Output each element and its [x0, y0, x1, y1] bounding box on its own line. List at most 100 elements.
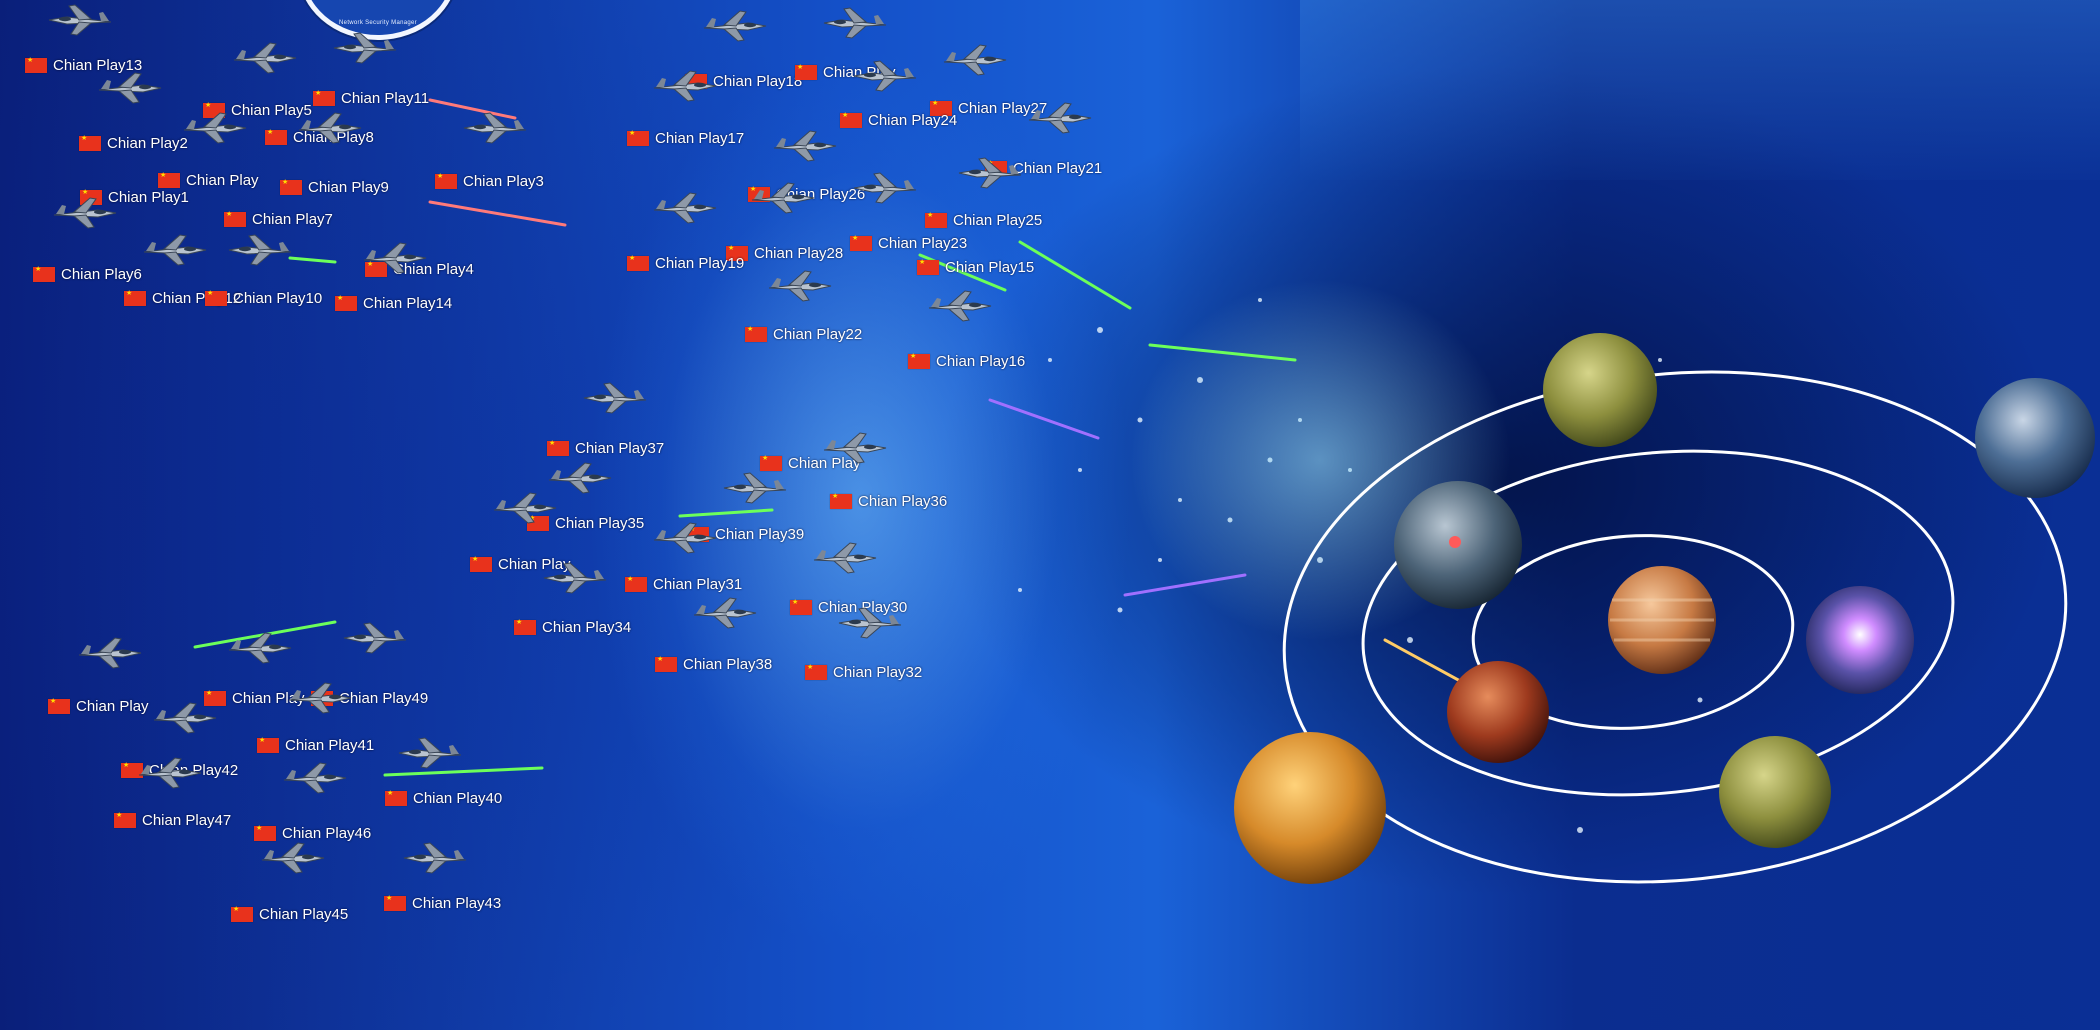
- player-label: Chian Play: [76, 697, 149, 715]
- player-marker[interactable]: Chian Play23: [850, 232, 967, 254]
- fighter-jet-icon: [490, 490, 560, 526]
- player-marker[interactable]: Chian Play25: [925, 209, 1042, 231]
- player-marker[interactable]: Chian Play13: [25, 54, 142, 76]
- player-label: Chian Play45: [259, 905, 349, 923]
- fighter-jet-icon: [650, 190, 720, 226]
- player-marker[interactable]: Chian Play6: [33, 263, 142, 285]
- player-label: Chian Play1: [108, 188, 189, 206]
- player-label: Chian Play4: [393, 260, 474, 278]
- fighter-jet-icon: [460, 110, 530, 146]
- fighter-jet-icon: [295, 110, 365, 146]
- player-marker[interactable]: Chian Play: [158, 169, 259, 191]
- player-marker[interactable]: Chian Play22: [745, 323, 862, 345]
- player-marker[interactable]: Chian Play: [48, 695, 149, 717]
- fighter-jet-icon: [700, 8, 770, 44]
- china-flag-icon: [365, 260, 387, 277]
- player-marker[interactable]: Chian Play34: [514, 616, 631, 638]
- player-marker[interactable]: Chian Play19: [627, 252, 744, 274]
- china-flag-icon: [795, 63, 817, 80]
- player-marker[interactable]: Chian Play31: [625, 573, 742, 595]
- fighter-jet-icon: [810, 540, 880, 576]
- player-marker[interactable]: Chian Play11: [313, 87, 429, 109]
- player-marker[interactable]: Chian Play30: [790, 596, 907, 618]
- player-label: Chian Play11: [341, 89, 430, 107]
- china-flag-icon: [840, 111, 862, 128]
- china-flag-icon: [231, 905, 253, 922]
- player-label: Chian Play30: [818, 598, 908, 616]
- player-marker[interactable]: Chian Play43: [384, 892, 501, 914]
- venus-planet: [1234, 732, 1386, 884]
- player-marker[interactable]: Chian Play3: [435, 170, 544, 192]
- player-marker[interactable]: Chian Play28: [726, 242, 843, 264]
- player-marker[interactable]: Chian Play15: [917, 256, 1034, 278]
- china-flag-icon: [627, 129, 649, 146]
- china-flag-icon: [655, 655, 677, 672]
- china-flag-icon: [33, 265, 55, 282]
- fighter-jet-icon: [770, 128, 840, 164]
- fighter-jet-icon: [360, 240, 430, 276]
- player-marker[interactable]: Chian Play45: [231, 903, 348, 925]
- player-marker[interactable]: Chian Play47: [114, 809, 231, 831]
- red-marker-dot: [1449, 536, 1461, 548]
- player-label: Chian Play10: [233, 289, 323, 307]
- china-flag-icon: [335, 294, 357, 311]
- fighter-jet-icon: [690, 595, 760, 631]
- player-label: Chian Play37: [575, 439, 665, 457]
- fighter-jet-icon: [285, 680, 355, 716]
- fighter-jet-icon: [180, 110, 250, 146]
- china-flag-icon: [745, 325, 767, 342]
- player-marker[interactable]: Chian Play41: [257, 734, 374, 756]
- earth-planet: [1975, 378, 2095, 498]
- china-flag-icon: [80, 188, 102, 205]
- player-marker[interactable]: Chian Play9: [280, 176, 389, 198]
- player-label: Chian Play39: [715, 525, 805, 543]
- china-flag-icon: [384, 894, 406, 911]
- china-flag-icon: [204, 689, 226, 706]
- fighter-jet-icon: [820, 5, 890, 41]
- china-flag-icon: [25, 56, 47, 73]
- player-marker[interactable]: Chian Play16: [908, 350, 1025, 372]
- player-marker[interactable]: Chian Play32: [805, 661, 922, 683]
- player-marker[interactable]: Chian Play27: [930, 97, 1047, 119]
- player-marker[interactable]: Chian Play: [760, 452, 861, 474]
- player-marker[interactable]: Chian Play37: [547, 437, 664, 459]
- fighter-jet-icon: [650, 68, 720, 104]
- china-flag-icon: [224, 210, 246, 227]
- fighter-jet-icon: [720, 470, 790, 506]
- fighter-jet-icon: [225, 232, 295, 268]
- player-marker[interactable]: Chian Play14: [335, 292, 452, 314]
- player-marker[interactable]: Chian Play1: [80, 186, 189, 208]
- china-flag-icon: [158, 171, 180, 188]
- player-marker[interactable]: Chian Play36: [830, 490, 947, 512]
- player-label: Chian Play25: [953, 211, 1043, 229]
- fighter-jet-icon: [955, 155, 1025, 191]
- player-marker[interactable]: Chian Play5: [203, 99, 312, 121]
- china-flag-icon: [470, 555, 492, 572]
- player-label: Chian Play34: [542, 618, 632, 636]
- player-label: Chian Play32: [833, 663, 923, 681]
- player-label: Chian Play: [788, 454, 861, 472]
- player-label: Chian Play18: [713, 72, 803, 90]
- player-marker[interactable]: Chian Play40: [385, 787, 502, 809]
- player-label: Chian Play40: [413, 789, 503, 807]
- player-label: Chian Play: [186, 171, 259, 189]
- player-marker[interactable]: Chian Play38: [655, 653, 772, 675]
- player-label: Chian Play22: [773, 325, 863, 343]
- player-marker[interactable]: Chian Play4: [365, 258, 474, 280]
- player-marker[interactable]: Chian Play7: [224, 208, 333, 230]
- player-marker[interactable]: Chian Play10: [205, 287, 322, 309]
- purple-planet: [1806, 586, 1914, 694]
- player-marker[interactable]: Chian Play2: [79, 132, 188, 154]
- player-marker[interactable]: Chian Play: [204, 687, 305, 709]
- player-marker[interactable]: Chian Play: [470, 553, 571, 575]
- player-marker[interactable]: Chian Play17: [627, 127, 744, 149]
- china-flag-icon: [280, 178, 302, 195]
- fighter-jet-icon: [340, 620, 410, 656]
- fighter-jet-icon: [940, 42, 1010, 78]
- player-label: Chian Play9: [308, 178, 389, 196]
- planets: [1234, 333, 2095, 884]
- player-marker[interactable]: Chian Play46: [254, 822, 371, 844]
- player-marker[interactable]: Chian Play24: [840, 109, 957, 131]
- fighter-jet-icon: [850, 170, 920, 206]
- fighter-jet-icon: [765, 268, 835, 304]
